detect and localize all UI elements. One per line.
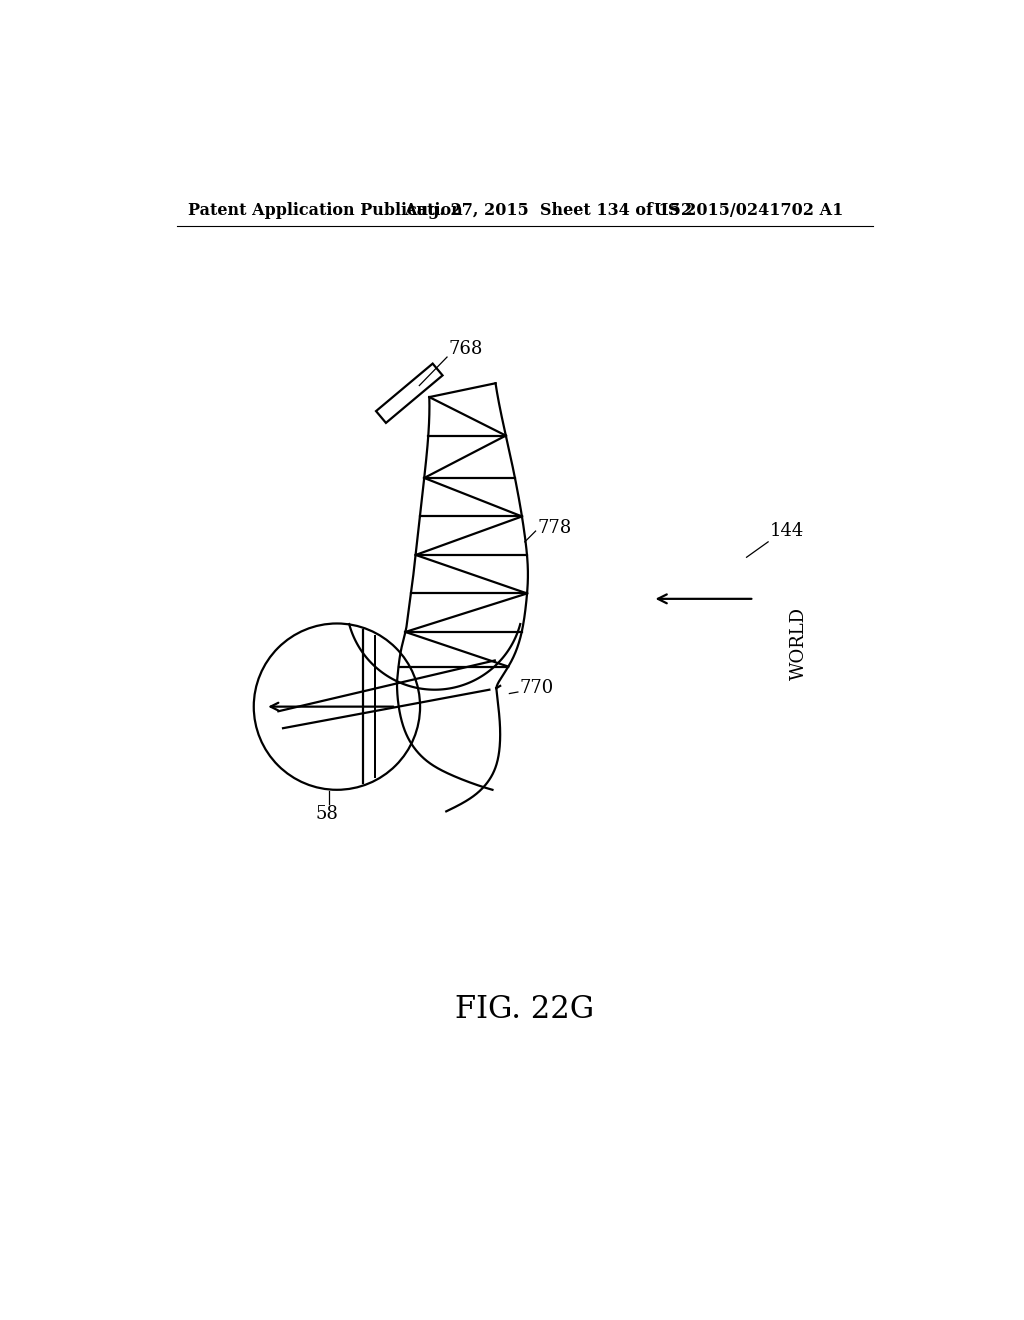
Text: 778: 778 xyxy=(538,519,571,537)
Text: 144: 144 xyxy=(770,521,804,540)
Text: Aug. 27, 2015  Sheet 134 of 152: Aug. 27, 2015 Sheet 134 of 152 xyxy=(403,202,692,219)
Text: 768: 768 xyxy=(449,341,483,358)
Text: WORLD: WORLD xyxy=(790,607,808,680)
Text: FIG. 22G: FIG. 22G xyxy=(456,994,594,1024)
Text: 770: 770 xyxy=(519,680,554,697)
Text: US 2015/0241702 A1: US 2015/0241702 A1 xyxy=(654,202,844,219)
Text: 58: 58 xyxy=(315,805,338,824)
Text: Patent Application Publication: Patent Application Publication xyxy=(188,202,463,219)
Polygon shape xyxy=(376,363,442,422)
